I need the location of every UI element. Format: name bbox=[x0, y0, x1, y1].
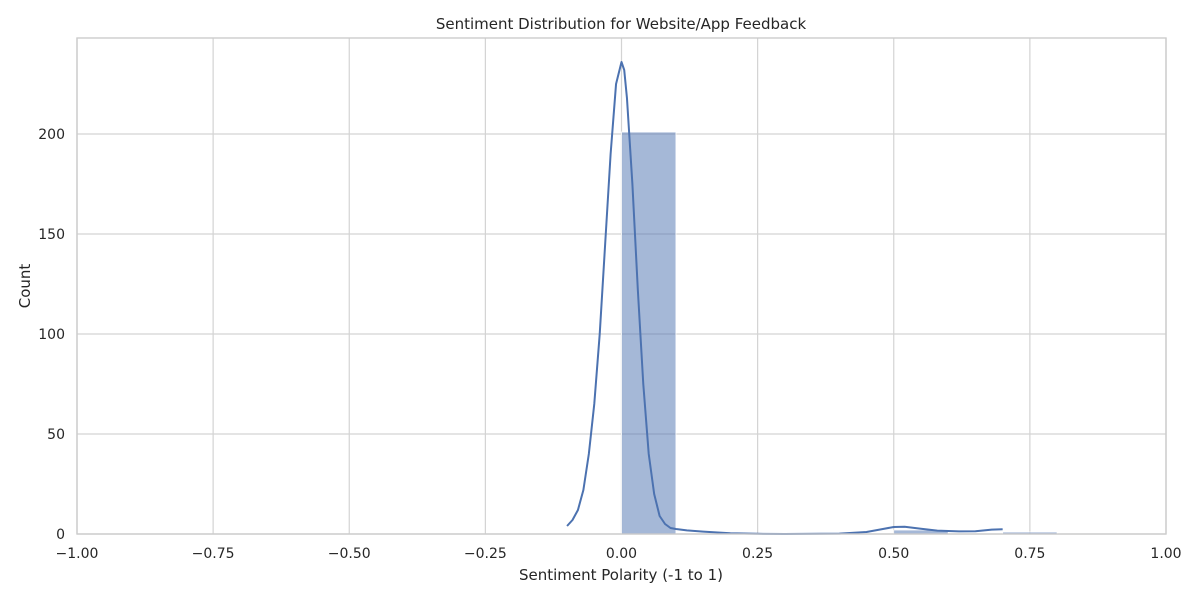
kde-curve-layer bbox=[566, 61, 1003, 535]
x-axis-label: Sentiment Polarity (-1 to 1) bbox=[519, 566, 723, 584]
x-tick-label-3: −0.25 bbox=[464, 546, 507, 562]
x-tick-label-7: 0.75 bbox=[1014, 546, 1045, 562]
plot-frame bbox=[76, 37, 1167, 535]
y-tick-label-4: 200 bbox=[38, 127, 65, 143]
y-tick-label-1: 50 bbox=[47, 427, 65, 443]
y-tick-label-0: 0 bbox=[56, 527, 65, 543]
x-tick-label-2: −0.50 bbox=[328, 546, 371, 562]
y-tick-label-2: 100 bbox=[38, 327, 65, 343]
y-tick-labels: 0 50 100 150 200 bbox=[38, 127, 65, 543]
x-tick-label-8: 1.00 bbox=[1150, 546, 1181, 562]
x-tick-label-5: 0.25 bbox=[742, 546, 773, 562]
x-tick-label-6: 0.50 bbox=[878, 546, 909, 562]
x-tick-label-4: 0.00 bbox=[606, 546, 637, 562]
kde-curve bbox=[566, 61, 1003, 535]
y-axis-label: Count bbox=[16, 264, 34, 309]
histogram-bar-0 bbox=[621, 131, 677, 535]
chart-title: Sentiment Distribution for Website/App F… bbox=[436, 15, 807, 33]
y-tick-label-3: 150 bbox=[38, 227, 65, 243]
x-tick-label-1: −0.75 bbox=[192, 546, 235, 562]
histogram-bars bbox=[621, 131, 1058, 535]
x-tick-label-0: −1.00 bbox=[56, 546, 99, 562]
x-tick-labels: −1.00 −0.75 −0.50 −0.25 0.00 0.25 0.50 0.75 1.00 bbox=[56, 546, 1182, 562]
